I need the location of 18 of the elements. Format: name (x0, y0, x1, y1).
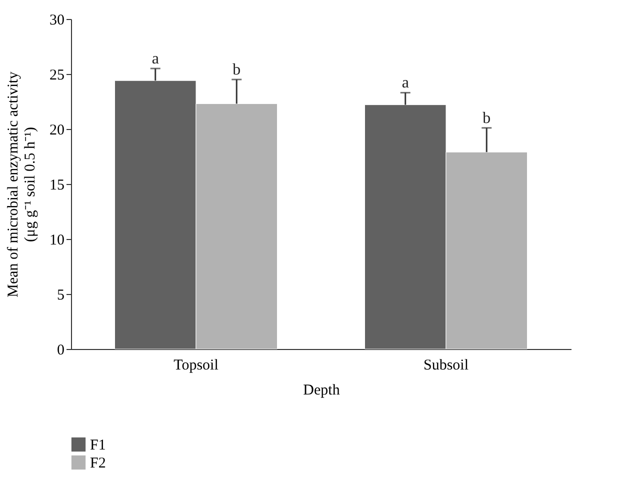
y-tick-label: 5 (57, 288, 64, 304)
annotation: a (152, 50, 159, 68)
y-tick-label: 0 (57, 342, 64, 358)
y-tick-label: 30 (50, 12, 64, 28)
x-tick-label: Topsoil (174, 358, 218, 374)
y-tick-label: 20 (50, 122, 64, 138)
legend-label: F1 (90, 438, 106, 454)
y-tick-label: 10 (50, 232, 64, 248)
x-axis-title: Depth (303, 382, 340, 398)
x-tick-label: Subsoil (423, 358, 469, 374)
y-tick-label: 15 (50, 178, 64, 194)
legend-label: F2 (90, 456, 106, 472)
annotation: b (482, 110, 491, 127)
text: (μg g⁻¹ soil 0.5 h⁻¹) (22, 127, 38, 242)
text: Mean of microbial enzymatic activity (6, 72, 22, 298)
y-tick-label: 25 (50, 68, 64, 84)
annotation: a (402, 74, 409, 92)
annotation: b (232, 62, 241, 78)
